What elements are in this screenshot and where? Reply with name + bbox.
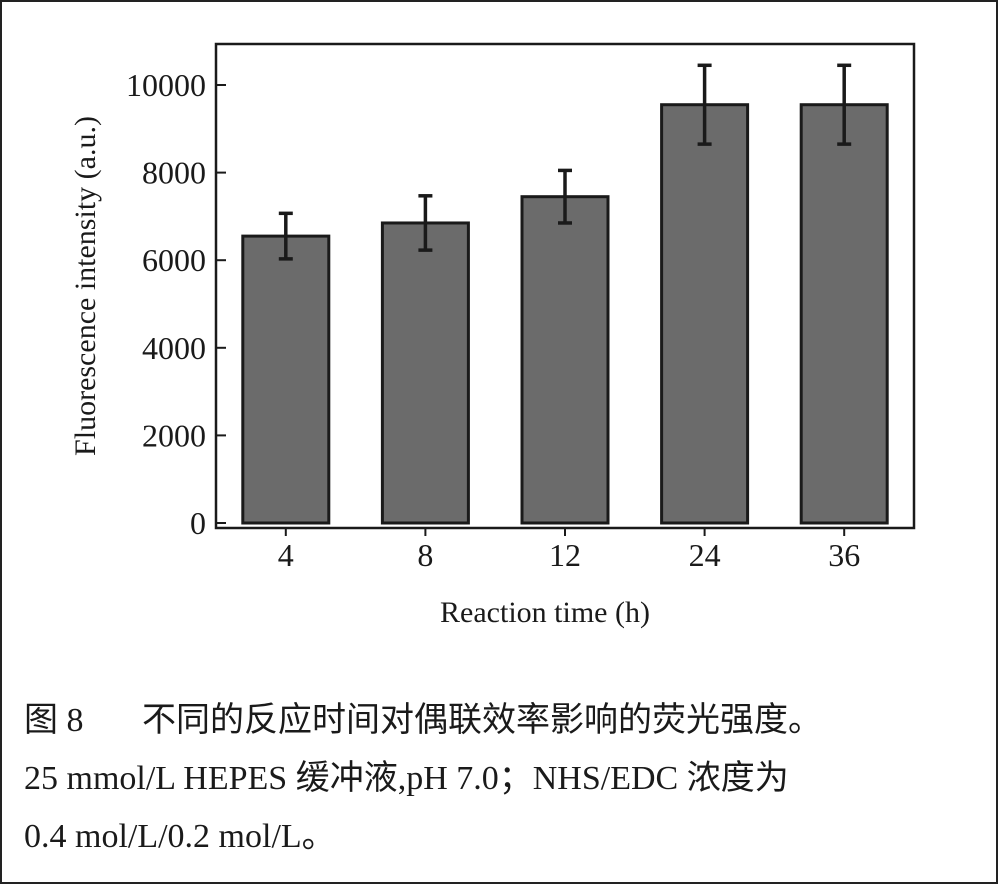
y-tick-label: 0	[190, 505, 206, 541]
caption-line-3: 0.4 mol/L/0.2 mol/L。	[24, 818, 336, 855]
x-tick-label: 12	[549, 537, 581, 573]
bar	[660, 103, 750, 525]
x-axis-label: Reaction time (h)	[440, 596, 650, 629]
bar	[520, 195, 610, 525]
y-tick-label: 8000	[142, 155, 206, 191]
caption-line-1: 图 8 不同的反应时间对偶联效率影响的荧光强度。	[24, 692, 984, 750]
figure-caption: 图 8 不同的反应时间对偶联效率影响的荧光强度。 25 mmol/L HEPES …	[24, 692, 984, 866]
x-tick-label: 36	[828, 537, 860, 573]
caption-line-2: 25 mmol/L HEPES 缓冲液,pH 7.0；NHS/EDC 浓度为	[24, 760, 789, 797]
bar	[799, 103, 889, 525]
y-tick-label: 4000	[142, 330, 206, 366]
y-tick-label: 2000	[142, 417, 206, 453]
bar	[380, 221, 470, 525]
y-tick-label: 10000	[126, 67, 206, 103]
x-axis-ticks: 4 8 12 24 36	[278, 528, 860, 573]
caption-title: 不同的反应时间对偶联效率影响的荧光强度。	[142, 702, 822, 739]
x-tick-label: 24	[689, 537, 721, 573]
caption-figure-number: 图 8	[24, 702, 84, 739]
x-tick-label: 4	[278, 537, 294, 573]
bars-group	[241, 63, 889, 525]
bar-chart: 0 2000 4000 6000 8000 10000 4 8 12 24 36 Reaction…	[69, 42, 916, 629]
y-axis-ticks: 0 2000 4000 6000 8000 10000	[126, 67, 226, 541]
bar	[241, 234, 331, 525]
x-tick-label: 8	[417, 537, 433, 573]
y-tick-label: 6000	[142, 242, 206, 278]
y-axis-label: Fluorescence intensity (a.u.)	[69, 116, 102, 456]
